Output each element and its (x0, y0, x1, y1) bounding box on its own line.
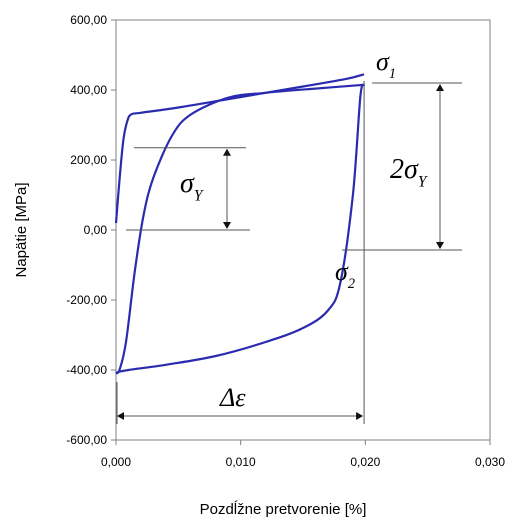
y-tick-label: -200,00 (66, 293, 107, 307)
two-sigma-y-arrow-head-top (436, 84, 444, 91)
sigma-y-label: σY (180, 168, 204, 204)
y-tick-label: 600,00 (70, 13, 107, 27)
x-tick-label: 0,000 (101, 455, 131, 469)
sigma-2-label: σ2 (335, 257, 355, 292)
series-line (114, 73, 365, 224)
y-tick-label: 400,00 (70, 83, 107, 97)
sigma-y-arrow-head-top (223, 148, 231, 156)
delta-eps-arrow-head-right (356, 412, 364, 420)
x-tick-label: 0,030 (475, 455, 505, 469)
sigma-y-arrow-head-bottom (223, 222, 231, 229)
y-axis-title: Napätie [MPa] (13, 182, 30, 277)
sigma-1-label: σ1 (376, 47, 396, 82)
x-tick-label: 0,010 (226, 455, 256, 469)
y-tick-label: -600,00 (66, 433, 107, 447)
y-tick-label: -400,00 (66, 363, 107, 377)
delta-eps-arrow-head-left (117, 412, 124, 420)
two-sigma-y-arrow-head-bottom (436, 241, 444, 249)
delta-eps-label: Δε (219, 383, 246, 412)
y-tick-label: 0,00 (84, 223, 108, 237)
y-tick-label: 200,00 (70, 153, 107, 167)
two-sigma-y-label: 2σY (390, 154, 428, 190)
series-line (115, 83, 365, 375)
series-line (115, 83, 366, 375)
x-axis-title: Pozdĺžne pretvorenie [%] (200, 500, 367, 518)
x-tick-label: 0,020 (350, 455, 380, 469)
